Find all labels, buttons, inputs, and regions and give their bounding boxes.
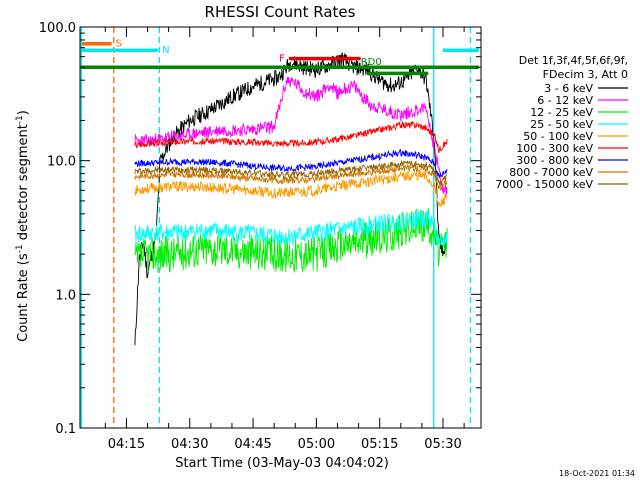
flag-label: F [279,54,285,65]
chart-title: RHESSI Count Rates [205,3,356,21]
x-tick-label: 05:15 [361,437,398,452]
x-tick-label: 05:30 [424,437,461,452]
legend-header-line2: FDecim 3, Att 0 [543,68,628,81]
legend-item-label: 800 - 7000 keV [509,166,593,179]
flag-label: S [116,39,122,50]
legend-item-label: 300 - 800 keV [516,154,593,167]
series-line [134,164,448,191]
series-line [134,76,448,196]
x-axis-label: Start Time (03-May-03 04:04:02) [175,456,389,471]
series-line [134,208,448,273]
x-tick-label: 04:30 [171,437,208,452]
legend-item-label: 25 - 50 keV [530,118,593,131]
flag-label: N [162,45,169,56]
footer-date: 18-Oct-2021 01:34 [559,469,635,478]
series-line [134,148,448,179]
legend-header-line1: Det 1f,3f,4f,5f,6f,9f, [519,54,628,67]
y-tick-label: 100.0 [39,21,76,36]
y-tick-label: 0.1 [55,422,76,437]
series-line [134,120,448,153]
y-tick-label: 1.0 [55,288,76,303]
x-tick-label: 04:45 [234,437,271,452]
y-axis-label: Count Rate (s-1 detector segment-1) [15,110,31,342]
flag-label: RD0 [361,57,382,68]
legend-item-label: 100 - 300 keV [516,142,593,155]
legend-item-label: 3 - 6 keV [544,82,593,95]
series-line [134,170,448,208]
x-tick-label: 05:00 [298,437,335,452]
legend-item-label: 50 - 100 keV [523,130,593,143]
series-line [134,52,448,346]
plot-frame [79,26,482,429]
series-line [134,209,448,247]
y-tick-label: 10.0 [47,155,76,170]
legend-item-label: 7000 - 15000 keV [495,178,593,191]
x-tick-label: 04:15 [108,437,145,452]
series-line [134,159,448,186]
legend-item-label: 12 - 25 keV [530,106,593,119]
legend-item-label: 6 - 12 keV [537,94,593,107]
legend: Det 1f,3f,4f,5f,6f,9f, FDecim 3, Att 0 3… [495,54,628,191]
